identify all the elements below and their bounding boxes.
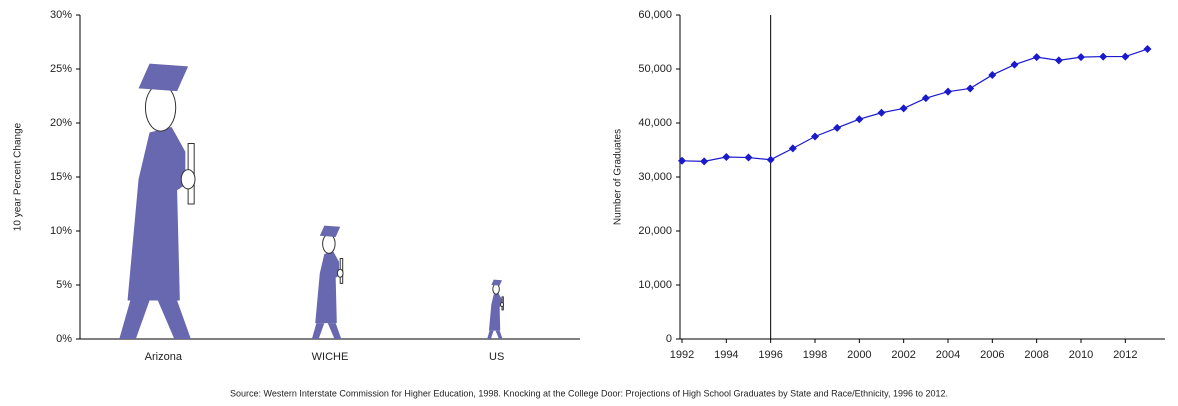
x-tick-label: US [489, 351, 504, 363]
hand [501, 302, 504, 306]
x-tick-label: 2012 [1113, 349, 1137, 361]
data-point [678, 157, 686, 165]
hand [181, 170, 195, 189]
data-point [1077, 53, 1085, 61]
data-point [767, 156, 775, 164]
head [145, 84, 175, 131]
leg [328, 323, 342, 339]
x-tick-label: Arizona [145, 351, 183, 363]
y-axis-label: Number of Graduates [613, 129, 624, 225]
x-tick-label: 1996 [758, 349, 782, 361]
data-point [833, 124, 841, 132]
y-tick-label: 20,000 [638, 225, 672, 237]
x-tick-label: 2008 [1024, 349, 1048, 361]
y-axis-label: 10 year Percent Change [13, 122, 24, 231]
data-point [1121, 53, 1129, 61]
data-point [789, 144, 797, 152]
x-tick-label: 2002 [891, 349, 915, 361]
y-tick-label: 0% [56, 333, 72, 345]
y-tick-label: 30% [50, 9, 72, 21]
head [323, 234, 335, 253]
hand [337, 269, 343, 277]
page: Source: Western Interstate Commission fo… [0, 0, 1178, 406]
data-point [1143, 45, 1151, 53]
y-tick-label: 40,000 [638, 117, 672, 129]
leg [495, 331, 502, 339]
leg [487, 331, 494, 339]
y-tick-label: 15% [50, 171, 72, 183]
data-point [988, 71, 996, 79]
data-point [922, 94, 930, 102]
leg [158, 300, 191, 339]
data-point [700, 157, 708, 165]
x-tick-label: 2004 [936, 349, 960, 361]
data-point [877, 109, 885, 117]
data-point [944, 88, 952, 96]
y-tick-label: 25% [50, 63, 72, 75]
y-tick-label: 10% [50, 225, 72, 237]
y-tick-label: 0 [666, 333, 672, 345]
x-tick-label: WICHE [312, 351, 349, 363]
data-point [1099, 53, 1107, 61]
x-tick-label: 1994 [714, 349, 738, 361]
x-tick-label: 2000 [847, 349, 871, 361]
data-point [966, 84, 974, 92]
y-tick-label: 10,000 [638, 279, 672, 291]
y-tick-label: 5% [56, 279, 72, 291]
head [493, 284, 500, 294]
data-point [1033, 53, 1041, 61]
data-line [682, 49, 1147, 161]
gown [315, 252, 339, 323]
y-tick-label: 60,000 [638, 9, 672, 21]
leg [312, 323, 324, 339]
gown [489, 293, 501, 330]
source-note: Source: Western Interstate Commission fo… [230, 388, 948, 398]
cap [320, 226, 340, 237]
y-tick-label: 20% [50, 117, 72, 129]
data-point [1010, 61, 1018, 69]
graduate-figure [312, 226, 343, 339]
graduate-figure [487, 280, 503, 339]
y-tick-label: 50,000 [638, 63, 672, 75]
data-point [1055, 56, 1063, 64]
data-point [811, 133, 819, 141]
gown [128, 127, 186, 301]
data-point [855, 115, 863, 123]
cap [139, 64, 189, 92]
graduate-figure [119, 64, 195, 339]
x-tick-label: 1992 [670, 349, 694, 361]
x-tick-label: 1998 [803, 349, 827, 361]
y-tick-label: 30,000 [638, 171, 672, 183]
data-point [744, 154, 752, 162]
cap [491, 280, 502, 286]
x-tick-label: 2006 [980, 349, 1004, 361]
data-point [722, 153, 730, 161]
x-tick-label: 2010 [1069, 349, 1093, 361]
leg [119, 300, 149, 339]
data-point [900, 104, 908, 112]
